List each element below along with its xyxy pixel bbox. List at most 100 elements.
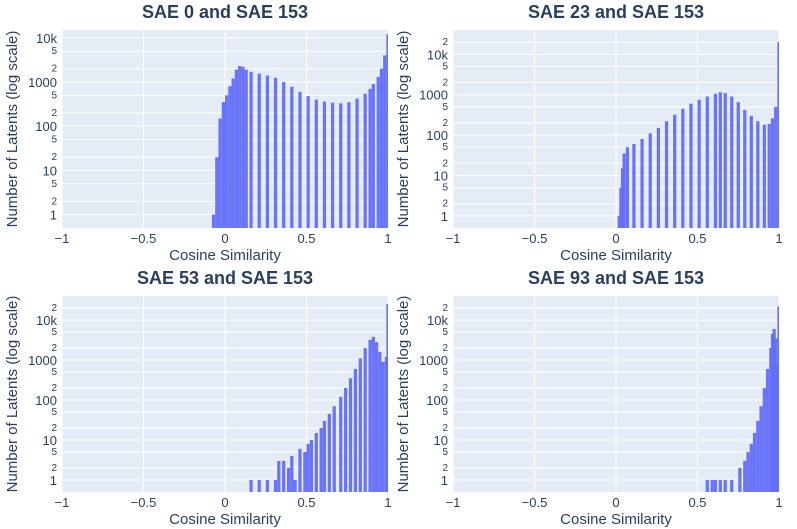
y-tick-label: 2 — [51, 108, 57, 119]
subplot-title: SAE 53 and SAE 153 — [137, 268, 313, 288]
x-tick-label: −1 — [55, 231, 70, 246]
histogram-bar — [625, 147, 630, 228]
histogram-bar — [218, 118, 222, 228]
histogram-bar — [379, 68, 384, 228]
histogram-bar — [234, 69, 239, 228]
histogram-bar — [689, 103, 693, 228]
histogram-bar — [332, 406, 336, 492]
histogram-bar — [743, 460, 747, 492]
y-tick-label: 2 — [51, 196, 57, 207]
histogram-bar — [215, 157, 219, 228]
histogram-bar — [767, 123, 771, 228]
x-axis-label: Cosine Similarity — [560, 511, 672, 528]
y-tick-label: 5 — [442, 61, 448, 72]
histogram-bar — [765, 368, 770, 492]
x-axis-label: Cosine Similarity — [169, 247, 281, 264]
histogram-bar — [314, 99, 318, 228]
histogram-bar — [723, 93, 727, 228]
y-tick-label: 100 — [35, 393, 57, 408]
histogram-bar — [353, 368, 358, 492]
x-tick-label: 1 — [384, 495, 391, 510]
histogram-bar — [386, 34, 388, 229]
histogram-bar — [319, 427, 323, 492]
x-tick-label: −0.5 — [131, 495, 157, 510]
histogram-bar — [697, 99, 701, 228]
x-tick-label: 1 — [775, 495, 782, 510]
histogram-bar — [306, 443, 310, 492]
y-axis-label: Number of Latents (log scale) — [395, 31, 412, 228]
histogram-bar — [718, 92, 722, 229]
y-tick-label: 5 — [442, 183, 448, 194]
histogram-bar — [257, 479, 261, 492]
histogram-bar — [228, 86, 232, 229]
histogram-bar — [752, 432, 757, 492]
x-tick-label: 0 — [612, 495, 619, 510]
histogram-bar — [314, 432, 318, 492]
histogram-bar — [286, 467, 291, 492]
histogram-bar — [244, 69, 248, 228]
histogram-bar — [738, 467, 742, 492]
y-tick-label: 2 — [442, 463, 448, 474]
x-tick-label: 0.5 — [297, 495, 315, 510]
histogram-bar — [221, 102, 225, 228]
y-tick-label: 1000 — [28, 75, 57, 90]
histogram-bar — [777, 306, 779, 492]
y-tick-label: 2 — [442, 199, 448, 210]
histogram-bar — [736, 102, 740, 228]
histogram-bar — [265, 479, 270, 492]
y-tick-label: 5 — [51, 447, 57, 458]
y-tick-label: 5 — [51, 179, 57, 190]
histogram-bar — [648, 133, 652, 228]
y-tick-label: 5 — [442, 447, 448, 458]
y-tick-label: 10 — [434, 433, 448, 448]
y-tick-label: 2 — [51, 152, 57, 163]
histogram-bar — [756, 121, 760, 228]
histogram-bar — [282, 460, 286, 492]
histogram-bar — [730, 479, 734, 492]
histogram-bar — [306, 96, 310, 228]
histogram-bar — [656, 127, 661, 228]
y-tick-label: 2 — [51, 383, 57, 394]
histogram-bar — [673, 114, 677, 228]
y-tick-label: 1 — [50, 208, 57, 223]
histogram-bar — [713, 479, 718, 492]
histogram-bar — [303, 452, 307, 492]
y-tick-label: 2 — [442, 78, 448, 89]
histogram-bar — [347, 102, 351, 228]
histogram-bar — [381, 361, 385, 492]
histogram-bar — [705, 479, 709, 492]
y-tick-label: 2 — [442, 343, 448, 354]
histogram-bar — [249, 479, 253, 492]
histogram-bar — [322, 101, 327, 228]
histogram-bar — [265, 75, 270, 229]
y-tick-label: 5 — [442, 407, 448, 418]
histogram-bar — [358, 358, 362, 492]
histogram-bar — [322, 420, 327, 492]
histogram-bar — [231, 78, 235, 228]
y-tick-label: 100 — [35, 119, 57, 134]
x-tick-label: 0 — [221, 231, 228, 246]
histogram-bar — [730, 96, 734, 229]
x-tick-label: −1 — [446, 231, 461, 246]
histogram-bar — [249, 71, 253, 228]
x-tick-label: 0.5 — [688, 495, 706, 510]
y-tick-label: 1 — [441, 473, 448, 488]
histogram-bar — [632, 144, 636, 228]
x-tick-label: 0 — [612, 231, 619, 246]
y-tick-label: 10k — [36, 313, 57, 328]
y-tick-label: 1000 — [419, 353, 448, 368]
y-tick-label: 5 — [442, 102, 448, 113]
y-tick-label: 2 — [51, 343, 57, 354]
histogram-bar — [298, 91, 302, 228]
y-tick-label: 2 — [51, 64, 57, 75]
histogram-bar — [749, 115, 753, 228]
histogram-bar — [743, 109, 747, 228]
histogram-bar — [290, 455, 294, 492]
histogram-bar — [273, 77, 278, 228]
histogram-bar — [339, 396, 343, 492]
y-tick-label: 2 — [51, 303, 57, 314]
histogram-bar — [211, 214, 216, 228]
histogram-bar — [378, 351, 382, 492]
y-tick-label: 10k — [36, 31, 57, 46]
